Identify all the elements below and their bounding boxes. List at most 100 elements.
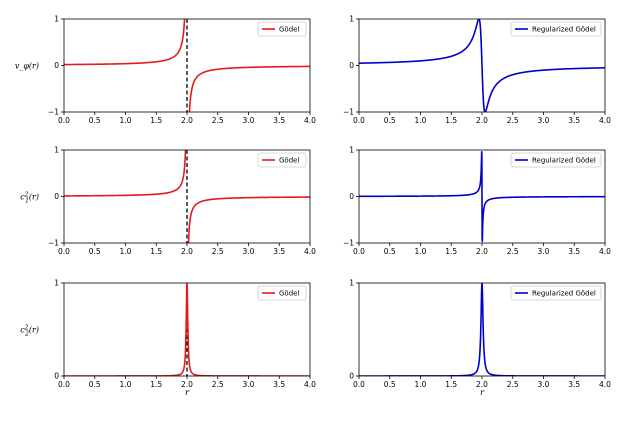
x-tick-label: 0.5 xyxy=(89,380,101,389)
x-tick-label: 3.0 xyxy=(538,116,550,125)
y-tick-label: 0 xyxy=(349,61,354,70)
chart-panel-vphi-godel: 0.0 0.5 1.0 1.5 2.0 2.5 3.0 3.5 4.0 −1 0 1 v_φ(r) Göd… xyxy=(15,15,316,125)
legend-label: Gödel xyxy=(279,290,299,298)
x-tick-label: 0.5 xyxy=(384,380,396,389)
x-tick-label: 1.5 xyxy=(445,380,457,389)
y-axis-label: c2 2(r) xyxy=(20,325,39,338)
x-tick-label: 0.0 xyxy=(58,116,70,125)
legend: Gödel xyxy=(257,21,307,37)
x-tick-label: 1.5 xyxy=(150,116,162,125)
y-axis-label: c2 1(r) xyxy=(20,192,39,205)
x-tick-label: 0.5 xyxy=(384,247,396,256)
legend-box xyxy=(257,152,307,168)
x-tick-label: 2.5 xyxy=(212,380,224,389)
x-tick-label: 3.5 xyxy=(273,380,285,389)
x-tick-label: 0.0 xyxy=(58,247,70,256)
x-tick-label: 1.5 xyxy=(150,247,162,256)
y-tick-label: 1 xyxy=(349,15,354,24)
legend-label: Gödel xyxy=(279,26,299,34)
legend-box xyxy=(510,152,602,168)
legend-box xyxy=(257,285,307,301)
legend-box xyxy=(510,21,602,37)
series-line-c1-godel xyxy=(64,150,310,243)
x-tick-label: 4.0 xyxy=(599,380,611,389)
x-tick-label: 2.5 xyxy=(212,116,224,125)
x-tick-label: 2.0 xyxy=(476,247,488,256)
x-tick-label: 3.0 xyxy=(243,116,255,125)
y-tick-label: −1 xyxy=(343,239,354,248)
y-tick-label: 1 xyxy=(54,146,59,155)
x-tick-label: 2.0 xyxy=(181,247,193,256)
x-tick-label: 1.0 xyxy=(120,380,132,389)
x-tick-label: 3.0 xyxy=(243,247,255,256)
legend: Regularized Gödel xyxy=(510,21,602,37)
y-tick-label: −1 xyxy=(48,239,59,248)
y-tick-label: −1 xyxy=(343,108,354,117)
y-tick-label: 0 xyxy=(349,372,354,381)
chart-panel-c2-regularized: 0.0 0.5 1.0 1.5 2.0 2.5 3.0 3.5 4.0 0 1 r Regularize… xyxy=(349,279,611,397)
x-tick-label: 1.0 xyxy=(415,247,427,256)
x-tick-label: 0.0 xyxy=(58,380,70,389)
legend-label: Regularized Gödel xyxy=(532,290,596,298)
x-tick-label: 4.0 xyxy=(599,247,611,256)
x-tick-label: 1.0 xyxy=(415,380,427,389)
y-tick-label: 1 xyxy=(349,146,354,155)
x-tick-label: 0.5 xyxy=(89,247,101,256)
x-axis-label: r xyxy=(185,388,190,397)
x-tick-label: 2.0 xyxy=(181,380,193,389)
legend: Regularized Gödel xyxy=(510,152,602,168)
x-tick-label: 1.0 xyxy=(120,247,132,256)
x-tick-label: 0.5 xyxy=(384,116,396,125)
x-tick-label: 1.5 xyxy=(445,116,457,125)
y-tick-label: 1 xyxy=(349,279,354,288)
x-tick-label: 3.5 xyxy=(273,247,285,256)
x-tick-label: 3.5 xyxy=(568,380,580,389)
x-tick-label: 3.5 xyxy=(273,116,285,125)
x-tick-label: 2.5 xyxy=(507,247,519,256)
x-tick-label: 3.0 xyxy=(538,380,550,389)
series-line-vphi-godel xyxy=(64,19,310,112)
y-tick-label: 0 xyxy=(54,372,59,381)
x-tick-label: 4.0 xyxy=(599,116,611,125)
legend-label: Regularized Gödel xyxy=(532,26,596,34)
x-tick-label: 2.0 xyxy=(476,380,488,389)
chart-panel-c1-godel: 0.0 0.5 1.0 1.5 2.0 2.5 3.0 3.5 4.0 −1 0 1 c2 1(r) Göd… xyxy=(20,146,316,256)
x-tick-label: 3.0 xyxy=(538,247,550,256)
x-tick-label: 0.0 xyxy=(353,380,365,389)
legend-box xyxy=(257,21,307,37)
x-tick-label: 2.0 xyxy=(181,116,193,125)
x-tick-label: 2.5 xyxy=(507,116,519,125)
x-tick-label: 1.5 xyxy=(445,247,457,256)
legend-label: Gödel xyxy=(279,157,299,165)
chart-panel-vphi-regularized: 0.0 0.5 1.0 1.5 2.0 2.5 3.0 3.5 4.0 −1 0 1 Regulariz… xyxy=(343,15,611,125)
x-tick-label: 3.5 xyxy=(568,116,580,125)
series-line-c1-regularized xyxy=(359,151,605,242)
legend: Gödel xyxy=(257,285,307,301)
y-tick-label: 1 xyxy=(54,279,59,288)
x-tick-label: 0.0 xyxy=(353,116,365,125)
x-tick-label: 1.0 xyxy=(415,116,427,125)
x-tick-label: 0.0 xyxy=(353,247,365,256)
legend-box xyxy=(510,285,602,301)
legend: Gödel xyxy=(257,152,307,168)
legend-label: Regularized Gödel xyxy=(532,157,596,165)
x-tick-label: 2.5 xyxy=(507,380,519,389)
chart-panel-c1-regularized: 0.0 0.5 1.0 1.5 2.0 2.5 3.0 3.5 4.0 −1 0 1 Regulariz… xyxy=(343,146,611,256)
x-tick-label: 4.0 xyxy=(304,380,316,389)
chart-panel-c2-godel: 0.0 0.5 1.0 1.5 2.0 2.5 3.0 3.5 4.0 0 1 c2 2(r) r Göde… xyxy=(20,279,316,397)
y-tick-label: 1 xyxy=(54,15,59,24)
y-tick-label: 0 xyxy=(54,192,59,201)
x-tick-label: 2.0 xyxy=(476,116,488,125)
x-tick-label: 2.5 xyxy=(212,247,224,256)
y-tick-label: 0 xyxy=(349,192,354,201)
y-tick-label: 0 xyxy=(54,61,59,70)
x-tick-label: 3.0 xyxy=(243,380,255,389)
x-axis-label: r xyxy=(480,388,485,397)
x-tick-label: 4.0 xyxy=(304,116,316,125)
legend: Regularized Gödel xyxy=(510,285,602,301)
x-tick-label: 1.0 xyxy=(120,116,132,125)
x-tick-label: 4.0 xyxy=(304,247,316,256)
x-tick-label: 1.5 xyxy=(150,380,162,389)
series-line-vphi-regularized xyxy=(359,19,605,112)
